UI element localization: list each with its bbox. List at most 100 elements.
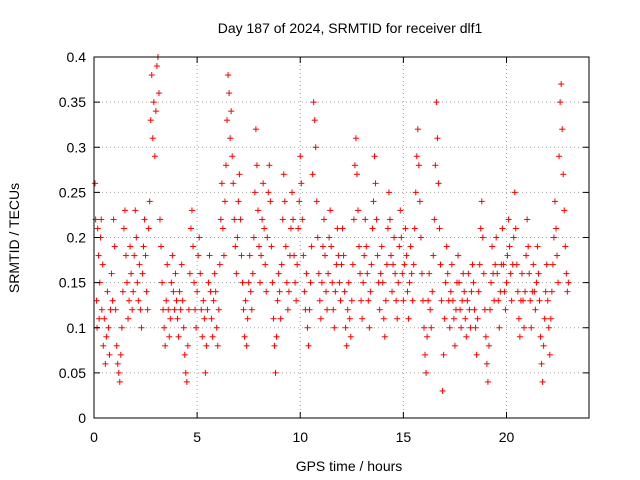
data-point (428, 324, 435, 331)
data-point (136, 261, 143, 268)
data-point (108, 270, 115, 277)
data-point (442, 279, 449, 286)
data-point (565, 279, 572, 286)
data-point (284, 306, 291, 313)
data-point (507, 270, 514, 277)
data-point (331, 324, 338, 331)
data-point (140, 243, 147, 250)
data-points (92, 54, 572, 394)
data-point (293, 297, 300, 304)
data-point (403, 252, 410, 259)
data-point (126, 297, 133, 304)
data-point (364, 270, 371, 277)
data-point (541, 315, 548, 322)
data-point (314, 234, 321, 241)
data-point (311, 117, 318, 124)
data-point (455, 252, 462, 259)
data-point (177, 306, 184, 313)
data-point (98, 216, 105, 223)
data-point (515, 315, 522, 322)
data-point (280, 171, 287, 178)
data-point (204, 306, 211, 313)
data-point (562, 243, 569, 250)
data-point (296, 198, 303, 205)
data-point (207, 288, 214, 295)
data-point (221, 198, 228, 205)
data-point (397, 207, 404, 214)
data-point (142, 252, 149, 259)
data-point (134, 279, 141, 286)
data-point (521, 324, 528, 331)
x-axis-label: GPS time / hours (296, 458, 403, 474)
data-point (322, 252, 328, 259)
data-point (215, 306, 222, 313)
data-point (510, 234, 517, 241)
data-point (341, 288, 348, 295)
data-point (139, 270, 146, 277)
data-point (448, 261, 455, 268)
data-point (267, 198, 274, 205)
data-point (309, 171, 316, 178)
data-point (345, 279, 352, 286)
data-point (305, 342, 312, 349)
data-point (544, 297, 551, 304)
data-point (424, 333, 431, 340)
data-point (542, 288, 549, 295)
data-point (262, 261, 269, 268)
data-point (358, 297, 365, 304)
data-point (335, 252, 342, 259)
data-point (244, 315, 251, 322)
data-point (488, 279, 495, 286)
data-point (480, 270, 487, 277)
data-point (492, 261, 499, 268)
data-point (526, 270, 533, 277)
data-point (465, 270, 472, 277)
data-point (190, 243, 196, 250)
data-point (230, 180, 237, 187)
data-point (503, 279, 510, 286)
data-point (536, 297, 543, 304)
data-point (357, 270, 364, 277)
data-point (196, 234, 203, 241)
data-point (234, 234, 241, 241)
data-point (205, 279, 212, 286)
data-point (121, 207, 128, 214)
data-point (551, 198, 558, 205)
data-point (229, 153, 236, 160)
data-point (386, 216, 393, 223)
data-point (173, 297, 180, 304)
data-point (150, 99, 157, 106)
data-point (383, 261, 390, 268)
data-point (224, 117, 231, 124)
data-point (547, 315, 554, 322)
data-point (561, 207, 568, 214)
data-point (164, 261, 171, 268)
data-point (533, 279, 540, 286)
y-tick-label: 0.25 (59, 184, 86, 200)
data-point (195, 252, 202, 259)
data-point (412, 189, 419, 196)
data-point (382, 297, 389, 304)
data-point (240, 306, 247, 313)
data-point (261, 225, 268, 232)
data-point (279, 216, 286, 223)
data-point (303, 270, 310, 277)
axis-ticks: 0 0.05 0.1 0.15 0.2 0.25 0.3 0.35 0.4 0 5 10 15 20 (59, 49, 589, 445)
data-point (543, 261, 550, 268)
data-point (493, 234, 500, 241)
data-point (463, 333, 470, 340)
y-tick-label: 0.3 (67, 139, 87, 155)
data-point (200, 297, 207, 304)
data-point (374, 252, 381, 259)
data-point (391, 234, 398, 241)
data-point (301, 288, 308, 295)
data-point (504, 252, 511, 259)
data-point (433, 99, 440, 106)
data-point (438, 297, 445, 304)
data-point (103, 333, 110, 340)
y-tick-label: 0.4 (67, 49, 87, 65)
data-point (131, 252, 138, 259)
data-point (141, 216, 148, 223)
data-point (500, 261, 507, 268)
